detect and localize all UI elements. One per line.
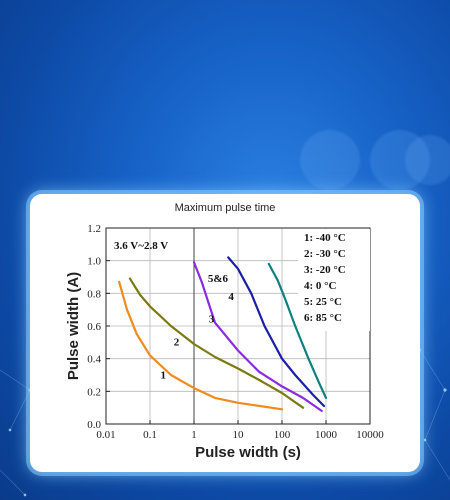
voltage-annotation: 3.6 V~2.8 V <box>114 240 168 252</box>
y-tick-label: 0.4 <box>87 354 101 366</box>
series-line-2 <box>128 277 305 409</box>
series-line-5 <box>267 262 328 399</box>
curve-label: 2 <box>174 337 180 349</box>
y-tick-label: 0.8 <box>87 288 101 300</box>
legend-entry: 6: 85 °C <box>304 312 342 324</box>
series-line-1 <box>118 280 284 411</box>
series-line-4 <box>227 256 326 408</box>
legend-entry: 4: 0 °C <box>304 280 337 292</box>
legend-entry: 3: -20 °C <box>304 264 346 276</box>
curve-label: 5&6 <box>208 273 229 285</box>
legend-entry: 1: -40 °C <box>304 232 346 244</box>
curve-label: 3 <box>209 314 215 326</box>
y-tick-label: 0.0 <box>87 419 101 431</box>
curve-label: 1 <box>160 369 166 381</box>
x-tick-label: 100 <box>274 429 291 441</box>
y-tick-label: 1.0 <box>87 256 101 268</box>
y-tick-label: 0.2 <box>87 386 101 398</box>
chart-card: Maximum pulse time 0.0 0.2 0.4 0.6 0.8 1.0 1.2… <box>30 194 420 472</box>
x-tick-label: 1 <box>191 429 197 441</box>
bokeh-light <box>300 130 360 190</box>
chart: 0.0 0.2 0.4 0.6 0.8 1.0 1.2 0.01 0.1 1 10 100 1000 10… <box>65 223 384 461</box>
legend-box <box>298 229 370 332</box>
bokeh-light <box>405 135 450 185</box>
bokeh-light <box>370 130 430 190</box>
chart-title: Maximum pulse time <box>174 202 276 214</box>
y-axis-title: Pulse width (A) <box>65 272 82 380</box>
x-tick-label: 1000 <box>315 429 338 441</box>
y-tick-label: 1.2 <box>87 223 101 235</box>
y-tick-label: 0.6 <box>87 321 101 333</box>
x-axis-title: Pulse width (s) <box>195 444 301 461</box>
x-tick-label: 10000 <box>356 429 384 441</box>
legend-entry: 2: -30 °C <box>304 248 346 260</box>
x-tick-label: 0.01 <box>96 429 115 441</box>
x-tick-label: 10 <box>233 429 245 441</box>
x-tick-label: 0.1 <box>143 429 157 441</box>
series-line-3 <box>192 261 323 412</box>
curve-label: 4 <box>228 291 234 303</box>
legend-entry: 5: 25 °C <box>304 296 342 308</box>
